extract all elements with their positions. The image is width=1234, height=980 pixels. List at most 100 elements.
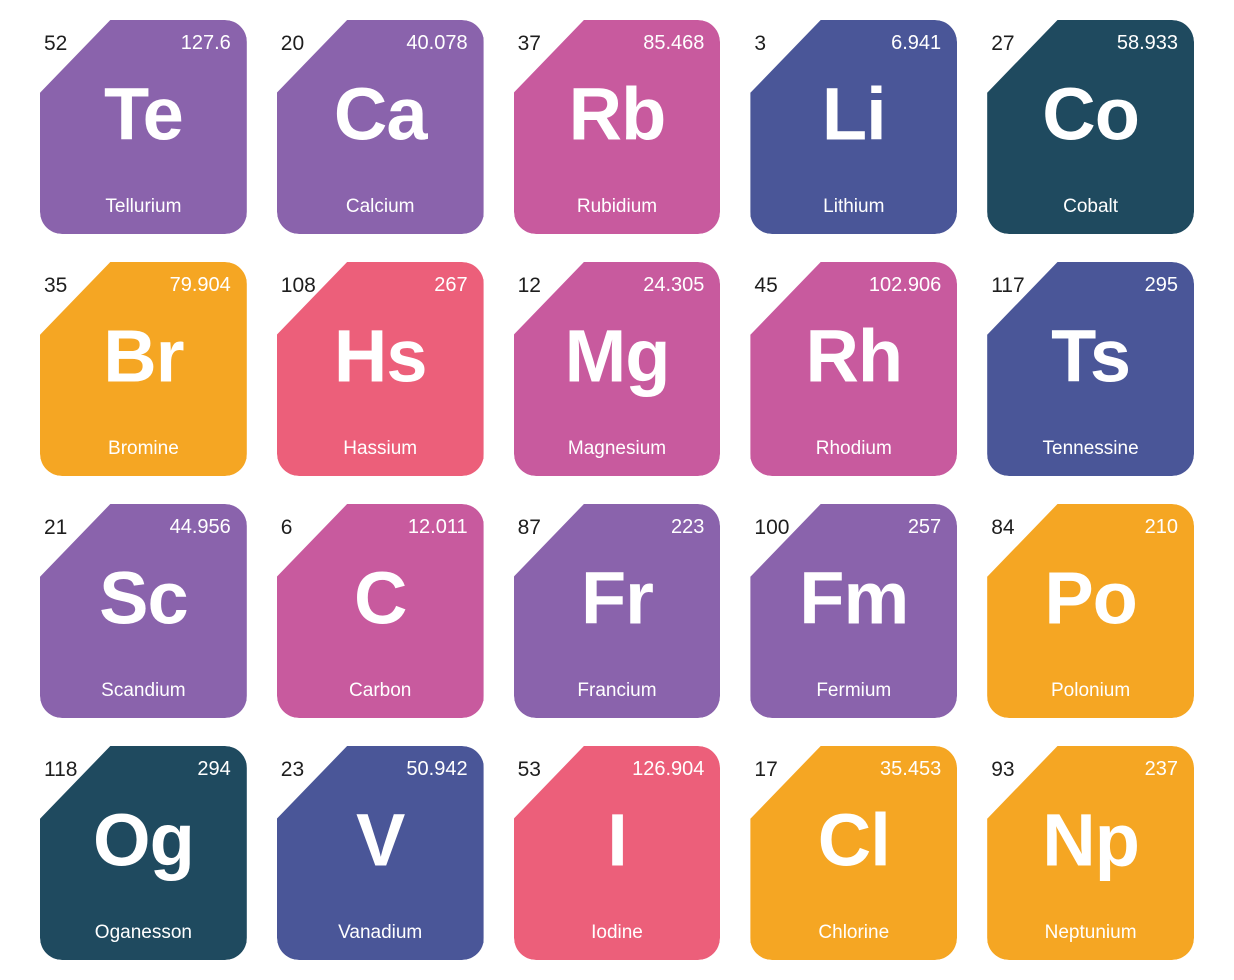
element-name: Neptunium — [987, 922, 1194, 944]
atomic-mass: 12.011 — [408, 516, 468, 539]
element-symbol: V — [277, 798, 484, 883]
element-name: Hassium — [277, 438, 484, 460]
element-tile-inner: 127.6 Te Tellurium — [40, 20, 247, 234]
element-cell: 100 257 Fm Fermium — [750, 504, 957, 718]
element-name: Vanadium — [277, 922, 484, 944]
element-tile-inner: 50.942 V Vanadium — [277, 746, 484, 960]
element-tile: 223 Fr Francium — [514, 504, 721, 718]
element-tile-inner: 6.941 Li Lithium — [750, 20, 957, 234]
element-name: Scandium — [40, 680, 247, 702]
element-symbol: Rb — [514, 72, 721, 157]
element-tile: 12.011 C Carbon — [277, 504, 484, 718]
atomic-number: 52 — [44, 32, 67, 56]
element-cell: 45102.906RhRhodium — [750, 262, 957, 476]
element-symbol: Fr — [514, 556, 721, 641]
element-grid: 52127.6TeTellurium2040.078CaCalcium3785.… — [40, 20, 1194, 960]
element-name: Oganesson — [40, 922, 247, 944]
atomic-mass: 127.6 — [181, 32, 231, 55]
element-cell: 2758.933CoCobalt — [987, 20, 1194, 234]
element-tile-inner: 35.453ClChlorine — [750, 746, 957, 960]
atomic-number: 117 — [991, 274, 1024, 298]
atomic-number: 3 — [754, 32, 766, 56]
atomic-number: 53 — [518, 758, 541, 782]
element-name: Magnesium — [514, 438, 721, 460]
atomic-mass: 294 — [197, 758, 230, 781]
element-tile: 126.904IIodine — [514, 746, 721, 960]
element-symbol: Co — [987, 72, 1194, 157]
element-tile: 210PoPolonium — [987, 504, 1194, 718]
element-symbol: Te — [40, 72, 247, 157]
element-tile-inner: 237 Np Neptunium — [987, 746, 1194, 960]
element-symbol: Np — [987, 798, 1194, 883]
atomic-number: 93 — [991, 758, 1014, 782]
element-tile: 50.942 V Vanadium — [277, 746, 484, 960]
element-tile-inner: 58.933 Co Cobalt — [987, 20, 1194, 234]
element-name: Carbon — [277, 680, 484, 702]
atomic-mass: 79.904 — [170, 274, 231, 297]
element-name: Chlorine — [750, 922, 957, 944]
element-symbol: Rh — [750, 314, 957, 399]
atomic-number: 87 — [518, 516, 541, 540]
element-cell: 84210PoPolonium — [987, 504, 1194, 718]
atomic-mass: 85.468 — [643, 32, 704, 55]
element-tile-inner: 24.305MgMagnesium — [514, 262, 721, 476]
atomic-mass: 50.942 — [406, 758, 467, 781]
element-cell: 1735.453ClChlorine — [750, 746, 957, 960]
element-symbol: Sc — [40, 556, 247, 641]
element-tile-inner: 79.904 Br Bromine — [40, 262, 247, 476]
atomic-mass: 126.904 — [632, 758, 704, 781]
atomic-number: 6 — [281, 516, 293, 540]
element-cell: 52 127.6 Te Tellurium — [40, 20, 247, 234]
element-tile: 44.956ScScandium — [40, 504, 247, 718]
atomic-number: 37 — [518, 32, 541, 56]
element-symbol: Hs — [277, 314, 484, 399]
element-symbol: Li — [750, 72, 957, 157]
element-symbol: Ca — [277, 72, 484, 157]
atomic-number: 12 — [518, 274, 541, 298]
element-name: Bromine — [40, 438, 247, 460]
atomic-number: 100 — [754, 516, 789, 540]
atomic-number: 118 — [44, 758, 77, 782]
element-name: Lithium — [750, 196, 957, 218]
element-tile: 24.305MgMagnesium — [514, 262, 721, 476]
atomic-number: 20 — [281, 32, 304, 56]
element-cell: 1224.305MgMagnesium — [514, 262, 721, 476]
element-name: Rubidium — [514, 196, 721, 218]
atomic-number: 84 — [991, 516, 1014, 540]
element-cell: 37 85.468 Rb Rubidium — [514, 20, 721, 234]
atomic-mass: 257 — [908, 516, 941, 539]
atomic-number: 108 — [281, 274, 316, 298]
element-name: Tellurium — [40, 196, 247, 218]
atomic-mass: 58.933 — [1117, 32, 1178, 55]
element-cell: 87 223 Fr Francium — [514, 504, 721, 718]
atomic-number: 21 — [44, 516, 67, 540]
element-tile: 237 Np Neptunium — [987, 746, 1194, 960]
element-name: Fermium — [750, 680, 957, 702]
element-symbol: Fm — [750, 556, 957, 641]
element-tile-inner: 223 Fr Francium — [514, 504, 721, 718]
element-cell: 6 12.011 C Carbon — [277, 504, 484, 718]
element-cell: 93 237 Np Neptunium — [987, 746, 1194, 960]
element-tile-inner: 102.906RhRhodium — [750, 262, 957, 476]
element-tile-inner: 85.468 Rb Rubidium — [514, 20, 721, 234]
element-name: Francium — [514, 680, 721, 702]
element-tile: 58.933 Co Cobalt — [987, 20, 1194, 234]
element-tile: 6.941 Li Lithium — [750, 20, 957, 234]
element-name: Cobalt — [987, 196, 1194, 218]
element-symbol: C — [277, 556, 484, 641]
atomic-mass: 295 — [1145, 274, 1178, 297]
atomic-mass: 223 — [671, 516, 704, 539]
element-cell: 2144.956ScScandium — [40, 504, 247, 718]
element-tile: 35.453ClChlorine — [750, 746, 957, 960]
atomic-mass: 6.941 — [891, 32, 941, 55]
element-cell: 2350.942VVanadium — [277, 746, 484, 960]
element-symbol: Br — [40, 314, 247, 399]
element-tile-inner: 44.956ScScandium — [40, 504, 247, 718]
element-tile-inner: 12.011 C Carbon — [277, 504, 484, 718]
atomic-mass: 267 — [434, 274, 467, 297]
element-name: Rhodium — [750, 438, 957, 460]
element-grid-canvas: 52127.6TeTellurium2040.078CaCalcium3785.… — [0, 0, 1234, 980]
atomic-number: 35 — [44, 274, 67, 298]
element-symbol: Mg — [514, 314, 721, 399]
atomic-mass: 237 — [1145, 758, 1178, 781]
